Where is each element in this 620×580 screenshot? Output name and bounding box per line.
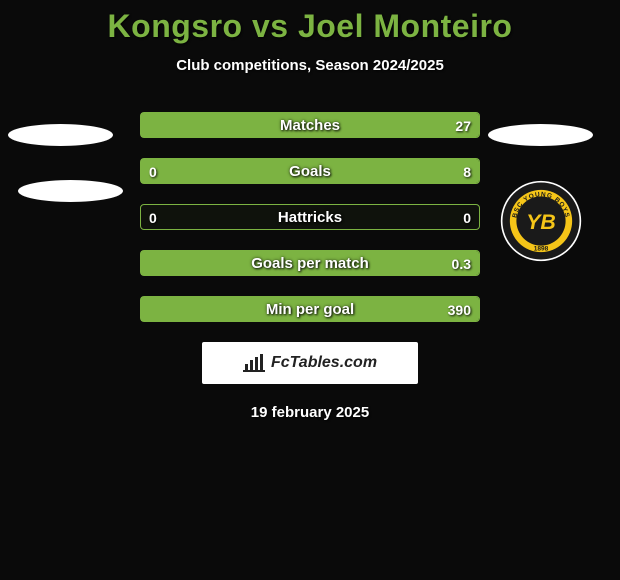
- logo-text: FcTables.com: [271, 354, 377, 372]
- stat-value-right: 390: [448, 297, 471, 321]
- stat-value-right: 0: [463, 205, 471, 229]
- svg-text:1898: 1898: [534, 246, 549, 253]
- stat-label: Goals: [141, 159, 479, 183]
- source-logo: FcTables.com: [202, 342, 418, 384]
- date-label: 19 february 2025: [0, 404, 620, 421]
- club-badge-young-boys: BSC YOUNG BOYS YB 1898: [500, 180, 582, 262]
- bar-chart-icon: [243, 354, 265, 372]
- stat-value-right: 8: [463, 159, 471, 183]
- stat-row: Goals per match0.3: [140, 250, 480, 276]
- stat-value-right: 27: [455, 113, 471, 137]
- stat-row: 0Goals8: [140, 158, 480, 184]
- stat-label: Matches: [141, 113, 479, 137]
- stat-label: Goals per match: [141, 251, 479, 275]
- player-right-placeholder: [488, 124, 593, 146]
- player-left-placeholder-2: [18, 180, 123, 202]
- subtitle: Club competitions, Season 2024/2025: [0, 57, 620, 74]
- stat-value-right: 0.3: [452, 251, 471, 275]
- player-left-placeholder-1: [8, 124, 113, 146]
- stat-label: Hattricks: [141, 205, 479, 229]
- svg-text:YB: YB: [526, 210, 556, 234]
- stat-label: Min per goal: [141, 297, 479, 321]
- stat-row: Min per goal390: [140, 296, 480, 322]
- page-title: Kongsro vs Joel Monteiro: [0, 8, 620, 45]
- stat-row: 0Hattricks0: [140, 204, 480, 230]
- stat-row: Matches27: [140, 112, 480, 138]
